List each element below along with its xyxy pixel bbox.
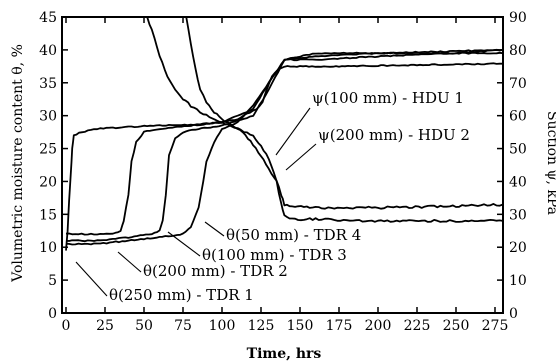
x-tick-label: 25 bbox=[96, 318, 114, 334]
x-tick-label: 50 bbox=[135, 318, 153, 334]
annotation-label: θ(100 mm) - TDR 3 bbox=[202, 246, 347, 264]
y-left-tick-label: 30 bbox=[39, 109, 57, 125]
series-line-5 bbox=[146, 16, 503, 223]
plot-frame bbox=[61, 16, 504, 314]
annotation-leader bbox=[204, 221, 225, 237]
y-left-tick-label: 35 bbox=[39, 76, 57, 92]
x-tick-label: 175 bbox=[326, 318, 353, 334]
x-tick-label: 75 bbox=[174, 318, 192, 334]
y-right-tick-label: 50 bbox=[509, 142, 527, 158]
y-right-tick-label: 30 bbox=[509, 207, 527, 223]
x-axis-label: Time, hrs bbox=[247, 346, 322, 362]
x-tick-label: 150 bbox=[287, 318, 314, 334]
annotation-label: ψ(100 mm) - HDU 1 bbox=[312, 89, 464, 107]
series-line-4 bbox=[65, 49, 503, 246]
x-tick-label: 0 bbox=[62, 318, 71, 334]
y-left-tick-label: 0 bbox=[48, 306, 57, 322]
annotation-label: ψ(200 mm) - HDU 2 bbox=[318, 126, 470, 144]
annotation-label: θ(50 mm) - TDR 4 bbox=[226, 226, 361, 244]
y-left-tick-label: 15 bbox=[39, 207, 57, 223]
y-right-tick-label: 80 bbox=[509, 43, 527, 59]
annotation-leader bbox=[75, 261, 108, 297]
x-tick-label: 200 bbox=[365, 318, 392, 334]
annotation-leader bbox=[117, 251, 142, 273]
x-tick-label: 250 bbox=[443, 318, 470, 334]
series-line-6 bbox=[185, 15, 504, 210]
series-layer bbox=[65, 15, 504, 251]
y-left-tick-label: 25 bbox=[39, 142, 57, 158]
annotation-leader bbox=[167, 231, 201, 257]
x-tick-label: 275 bbox=[482, 318, 509, 334]
annotation-leader bbox=[275, 107, 311, 156]
x-tick-label: 100 bbox=[209, 318, 236, 334]
y-right-tick-label: 10 bbox=[509, 273, 527, 289]
axes-layer bbox=[61, 16, 504, 314]
x-tick-label: 125 bbox=[248, 318, 275, 334]
y-left-tick-label: 10 bbox=[39, 240, 57, 256]
y-right-tick-label: 70 bbox=[509, 76, 527, 92]
series-line-3 bbox=[65, 48, 503, 243]
y-right-tick-label: 90 bbox=[509, 10, 527, 26]
y-right-tick-label: 0 bbox=[509, 306, 518, 322]
annotation-layer: ψ(100 mm) - HDU 1 ψ(200 mm) - HDU 2 θ(50 m… bbox=[75, 89, 470, 304]
y-left-tick-label: 5 bbox=[48, 273, 57, 289]
y-right-tick-label: 60 bbox=[509, 109, 527, 125]
y-left-tick-label: 45 bbox=[39, 10, 57, 26]
y-axis-right-label: Suction ψ, kPa bbox=[544, 111, 556, 215]
annotation-leader bbox=[285, 143, 317, 171]
ticks-layer: 0 25 50 75 100 125 150 175 200 225 250 275051015202… bbox=[39, 10, 527, 334]
x-tick-label: 225 bbox=[404, 318, 431, 334]
y-right-tick-label: 20 bbox=[509, 240, 527, 256]
annotation-label: θ(250 mm) - TDR 1 bbox=[109, 286, 254, 304]
y-left-tick-label: 20 bbox=[39, 174, 57, 190]
y-right-tick-label: 40 bbox=[509, 174, 527, 190]
annotation-label: θ(200 mm) - TDR 2 bbox=[143, 262, 288, 280]
y-axis-left-label: Volumetric moisture content θ, % bbox=[10, 44, 26, 283]
y-left-tick-label: 40 bbox=[39, 43, 57, 59]
